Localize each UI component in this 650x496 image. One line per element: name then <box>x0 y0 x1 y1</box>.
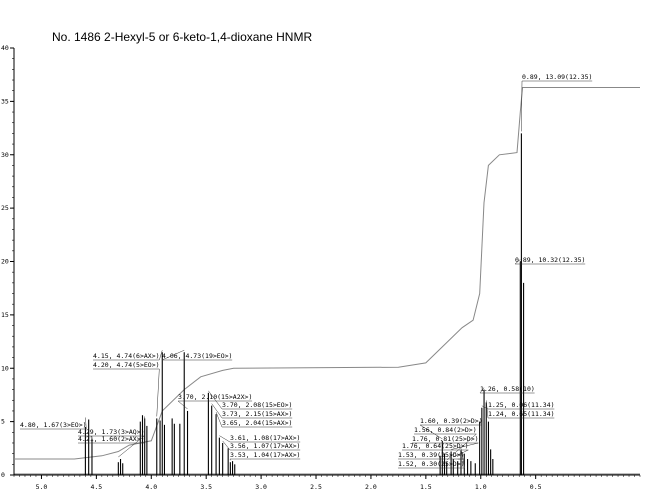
annotation-leader-line <box>453 449 469 458</box>
peak-annotation: 0.89, 13.09(12.35) <box>522 73 592 81</box>
peak-annotation: 4.29, 1.73(3>AQ>) <box>78 428 145 436</box>
peak-annotation: 3.70, 2.10(15>A2X>) <box>178 393 252 401</box>
x-tick-label: 3.0 <box>255 483 267 491</box>
y-tick-label: 5 <box>1 418 5 426</box>
x-tick-label: 0.5 <box>530 483 542 491</box>
x-tick-label: 1.5 <box>420 483 432 491</box>
annotation-leader-line <box>156 368 160 417</box>
annotation-leader-line <box>177 400 188 410</box>
x-tick-label: 2.5 <box>310 483 322 491</box>
annotation-leader-line <box>514 259 521 265</box>
y-tick-label: 30 <box>1 151 9 159</box>
y-tick-label: 35 <box>1 97 9 105</box>
x-tick-label: 4.0 <box>145 483 157 491</box>
annotation-leader-line <box>118 435 145 458</box>
x-tick-label: 5.0 <box>36 483 48 491</box>
peak-annotation: 1.76, 0.64(25>D>) <box>402 442 469 450</box>
peak-annotation: 4.21, 1.60(2>AX>) <box>78 435 145 443</box>
peak-annotation: 4.06, 4.73(19>EO>) <box>162 352 232 360</box>
peak-annotation: 4.15, 4.74(6>AX>) <box>93 352 160 360</box>
y-tick-label: 25 <box>1 204 9 212</box>
annotation-leader-line <box>85 417 87 430</box>
integral-curve-layer <box>14 87 640 460</box>
peak-annotation: 3.53, 1.04(17>AX>) <box>230 451 300 459</box>
peak-annotation: 3.73, 2.15(15>AX>) <box>222 410 292 418</box>
annotation-leader-line <box>222 440 231 451</box>
peak-annotation: 3.65, 2.04(15>AX>) <box>222 419 292 427</box>
annotation-leader-line <box>451 442 479 450</box>
annotation-leader-line <box>219 435 231 443</box>
annotation-leader-line <box>419 424 443 440</box>
integral-curve <box>14 87 640 460</box>
annotation-leader-line <box>485 400 489 419</box>
annotation-leader-line <box>159 350 163 361</box>
annotation-leader-line <box>479 387 485 394</box>
annotation-leader-line <box>460 448 465 469</box>
peak-annotation: 3.61, 1.08(17>AX>) <box>230 434 300 442</box>
peak-annotation: 1.52, 0.30(25>D>) <box>398 460 465 468</box>
peak-annotation: 1.56, 0.84(2>D>) <box>414 426 477 434</box>
x-tick-label: 4.5 <box>90 483 102 491</box>
annotation-leader-line <box>215 412 223 428</box>
x-tick-label: 3.5 <box>200 483 212 491</box>
annotation-leader-line <box>161 350 185 361</box>
peak-annotation: 1.53, 0.39(25>D>) <box>398 451 465 459</box>
x-tick-label: 1.0 <box>475 483 487 491</box>
y-tick-label: 15 <box>1 311 9 319</box>
chart-title: No. 1486 2-Hexyl-5 or 6-keto-1,4-dioxane… <box>52 30 312 44</box>
peak-annotation: 3.56, 1.07(17>AX>) <box>230 442 300 450</box>
peak-annotations-layer: 4.80, 1.67(3>EO>)4.29, 1.73(3>AQ>)4.21, … <box>20 73 592 469</box>
y-tick-label: 10 <box>1 364 9 372</box>
peak-annotation: 3.70, 2.08(15>EO>) <box>222 401 292 409</box>
peak-annotation: 4.20, 4.74(5>EO>) <box>93 361 160 369</box>
y-tick-label: 0 <box>1 471 5 479</box>
annotation-leader-line <box>211 403 223 419</box>
peak-annotation: 4.80, 1.67(3>EO>) <box>20 421 87 429</box>
axes: 0 5 10 15 20 25 30 35 40 5.0 4.5 4.0 3.5 3.0 2.5 2.0 1.5… <box>1 44 641 491</box>
x-tick-label: 2.0 <box>365 483 377 491</box>
spectrum-peaks-layer <box>14 133 640 475</box>
peak-annotation: 1.24, 0.65(11.34) <box>488 410 555 418</box>
annotation-leader-line <box>521 80 523 132</box>
peak-annotation: 1.25, 0.06(11.34) <box>488 401 555 409</box>
peak-annotation: 0.89, 10.32(12.35) <box>515 256 585 264</box>
y-tick-label: 40 <box>1 44 9 52</box>
peak-annotation: 1.76, 0.81(25>D>) <box>412 435 479 443</box>
peak-annotation: 1.26, 0.58(10) <box>480 385 535 393</box>
y-tick-label: 20 <box>1 258 9 266</box>
peak-annotation: 1.60, 0.39(2>D>) <box>420 417 483 425</box>
annotation-leader-line <box>208 390 223 410</box>
